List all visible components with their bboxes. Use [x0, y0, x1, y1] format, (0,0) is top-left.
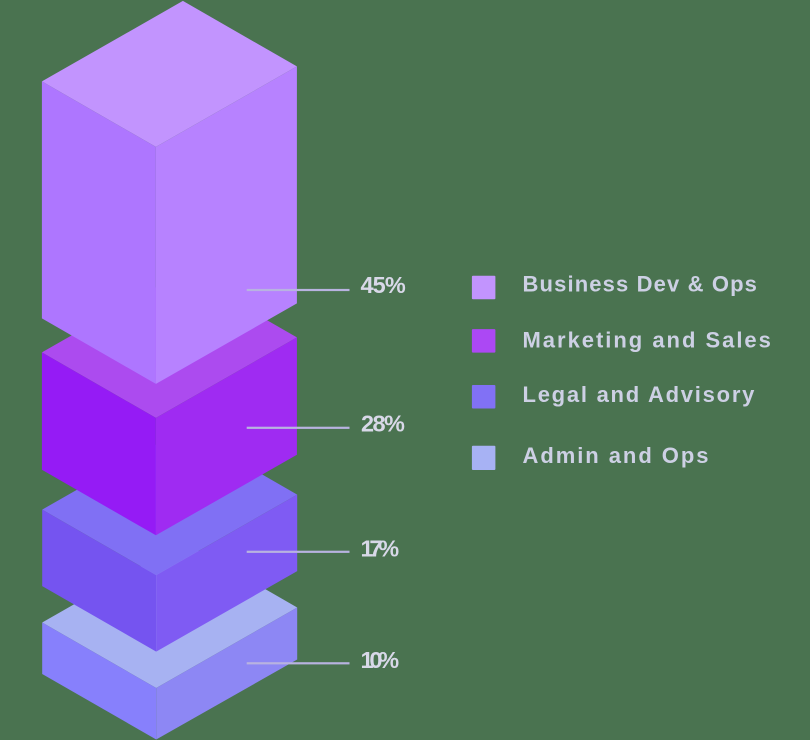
svg-text:Marketing and Sales: Marketing and Sales: [523, 328, 773, 353]
svg-text:Admin and Ops: Admin and Ops: [523, 443, 711, 468]
svg-text:28%: 28%: [361, 411, 405, 437]
svg-text:45%: 45%: [361, 272, 406, 298]
svg-text:10%: 10%: [361, 647, 400, 673]
svg-text:Business Dev & Ops: Business Dev & Ops: [523, 271, 759, 296]
svg-text:17%: 17%: [361, 535, 400, 561]
svg-text:Legal and Advisory: Legal and Advisory: [523, 382, 757, 407]
